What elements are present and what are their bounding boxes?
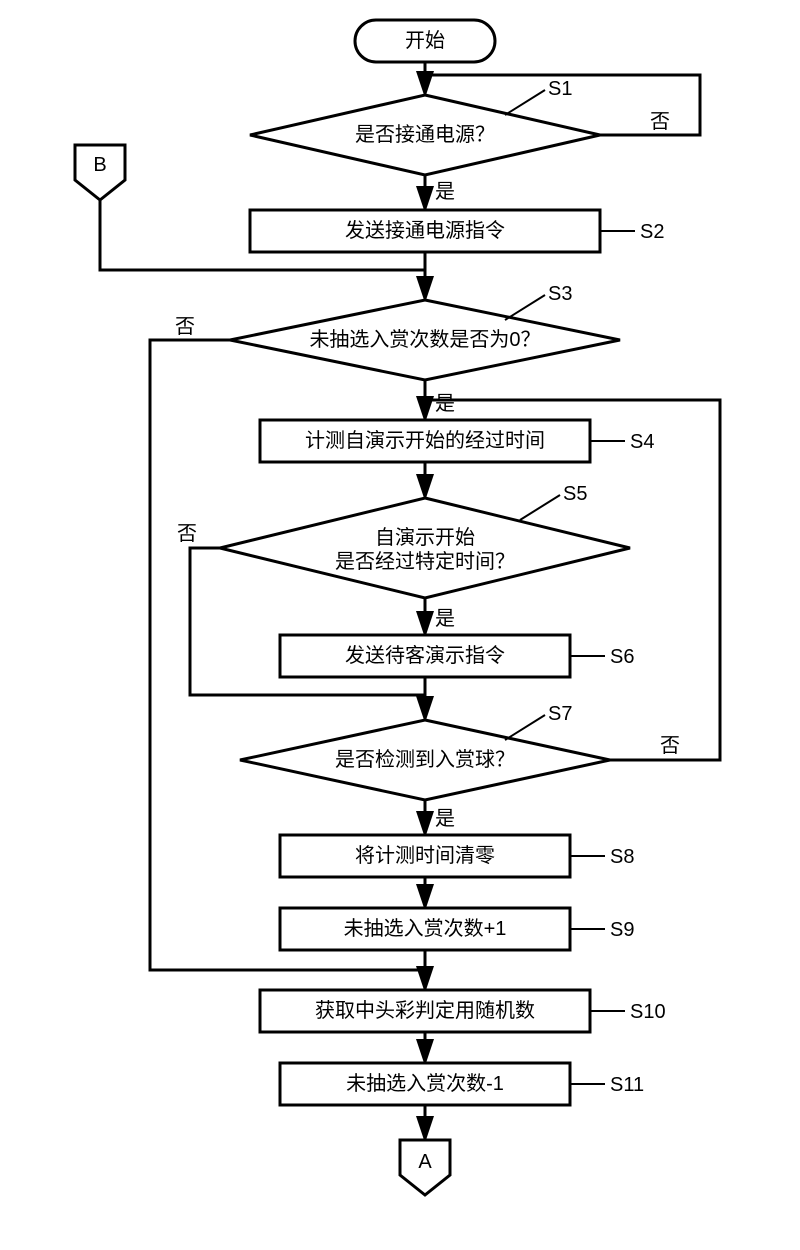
s11-id: S11 [610,1074,644,1096]
s6-process: 发送待客演示指令 [280,635,570,677]
s4-process: 计测自演示开始的经过时间 [260,420,590,462]
s5-id: S5 [563,483,587,505]
s7-text: 是否检测到入赏球？ [335,748,515,771]
s9-process: 未抽选入赏次数+1 [280,908,570,950]
s5-no-label: 否 [177,523,197,545]
s10-text: 获取中头彩判定用随机数 [315,999,535,1022]
s3-yes-label: 是 [435,393,455,415]
s7-decision: 是否检测到入赏球？ [240,720,610,800]
s6-text: 发送待客演示指令 [345,644,505,667]
s5-decision: 自演示开始 是否经过特定时间？ [220,498,630,598]
s1-yes-label: 是 [435,181,455,203]
s3-text: 未抽选入赏次数是否为0？ [309,328,540,351]
s5-text1: 自演示开始 [375,526,475,549]
connector-b-label: B [93,154,106,176]
s2-id: S2 [640,221,664,243]
s3-id: S3 [548,283,572,305]
s3-no-label: 否 [175,316,195,338]
s1-no-label: 否 [650,111,670,133]
s6-id: S6 [610,646,634,668]
s9-id: S9 [610,919,634,941]
s1-id: S1 [548,78,572,100]
start-label: 开始 [405,29,445,52]
s1-text: 是否接通电源？ [355,123,495,146]
connector-a: A [400,1140,450,1195]
s4-text: 计测自演示开始的经过时间 [305,429,545,452]
start-node: 开始 [355,20,495,62]
s9-text: 未抽选入赏次数+1 [344,917,507,940]
connector-b: B [75,145,125,200]
connector-a-label: A [418,1151,432,1173]
s8-id: S8 [610,846,634,868]
s11-process: 未抽选入赏次数-1 [280,1063,570,1105]
s7-no-label: 否 [660,735,680,757]
s10-process: 获取中头彩判定用随机数 [260,990,590,1032]
s11-text: 未抽选入赏次数-1 [346,1072,504,1095]
s7-yes-label: 是 [435,808,455,830]
s1-decision: 是否接通电源？ [250,95,600,175]
s5-yes-label: 是 [435,608,455,630]
s10-id: S10 [630,1001,666,1023]
s3-decision: 未抽选入赏次数是否为0？ [230,300,620,380]
s2-process: 发送接通电源指令 [250,210,600,252]
s4-id: S4 [630,431,654,453]
s8-text: 将计测时间清零 [355,844,495,867]
s8-process: 将计测时间清零 [280,835,570,877]
s5-text2: 是否经过特定时间？ [335,550,515,573]
s7-id: S7 [548,703,572,725]
s2-text: 发送接通电源指令 [345,219,505,242]
